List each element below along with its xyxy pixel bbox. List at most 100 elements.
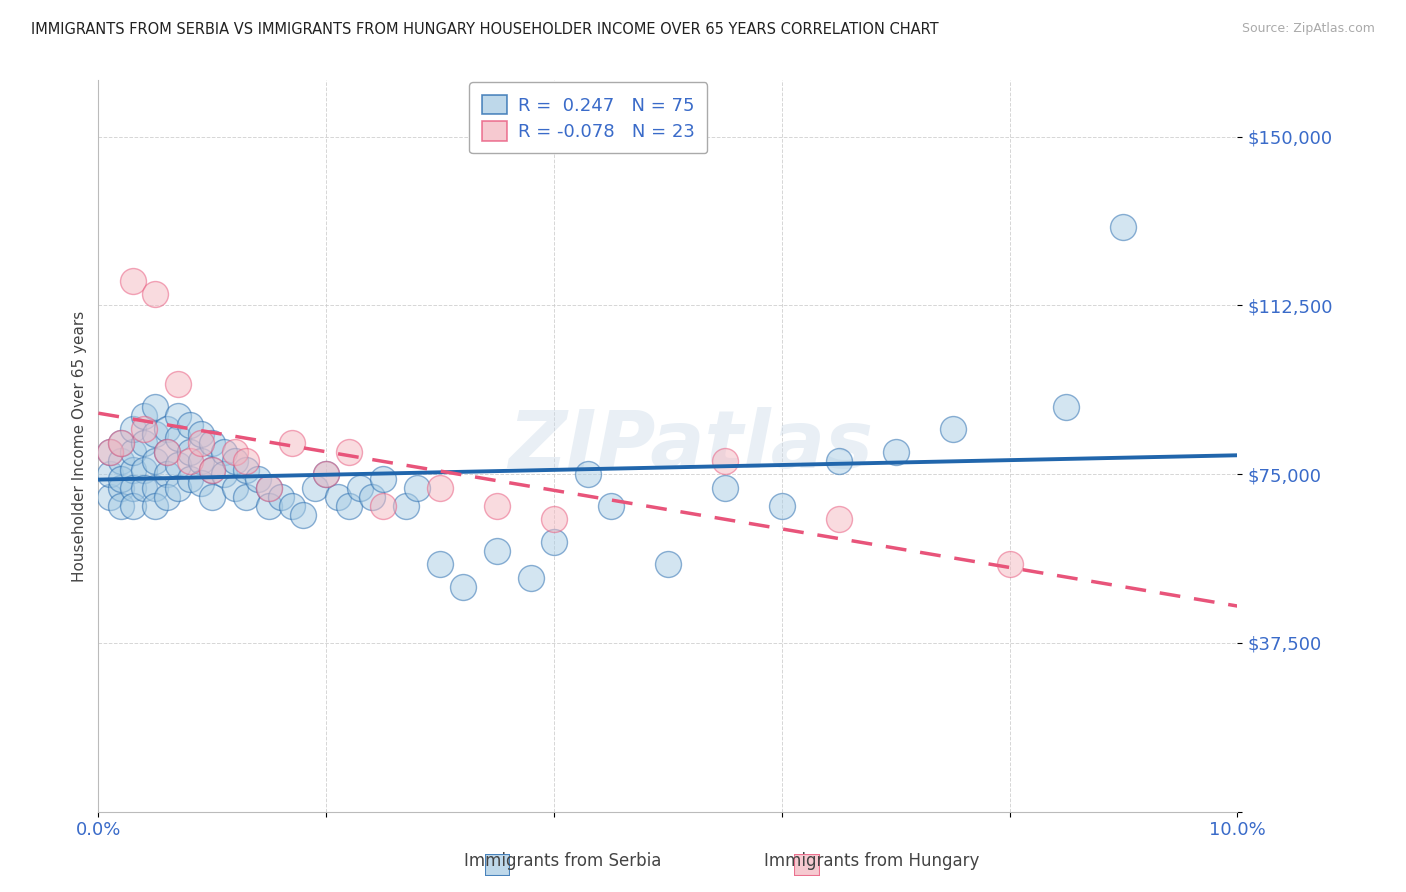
Point	[167, 481, 190, 495]
Point	[770, 499, 793, 513]
Point	[349, 481, 371, 495]
Point	[281, 435, 304, 450]
Point	[156, 490, 179, 504]
Point	[259, 481, 281, 495]
Point	[190, 453, 212, 467]
Point	[373, 499, 395, 513]
Point	[156, 444, 179, 458]
Point	[657, 557, 679, 571]
Point	[543, 512, 565, 526]
Point	[315, 467, 337, 482]
Point	[406, 481, 429, 495]
Point	[543, 534, 565, 549]
Point	[576, 467, 599, 482]
Text: Immigrants from Serbia: Immigrants from Serbia	[464, 852, 661, 870]
Point	[201, 435, 224, 450]
Point	[212, 444, 235, 458]
Point	[145, 426, 167, 441]
Point	[429, 557, 451, 571]
Point	[246, 472, 269, 486]
Point	[1112, 219, 1135, 234]
Point	[121, 462, 143, 476]
Point	[98, 467, 121, 482]
Text: Source: ZipAtlas.com: Source: ZipAtlas.com	[1241, 22, 1375, 36]
Point	[132, 481, 155, 495]
Point	[270, 490, 292, 504]
Point	[190, 476, 212, 491]
Point	[326, 490, 349, 504]
Point	[998, 557, 1021, 571]
Point	[145, 481, 167, 495]
Point	[121, 444, 143, 458]
Point	[714, 481, 737, 495]
Point	[98, 444, 121, 458]
Point	[179, 417, 201, 432]
Point	[828, 512, 851, 526]
Point	[714, 453, 737, 467]
Point	[190, 426, 212, 441]
Point	[121, 499, 143, 513]
Point	[110, 499, 132, 513]
Point	[235, 462, 257, 476]
Point	[145, 499, 167, 513]
Text: Immigrants from Hungary: Immigrants from Hungary	[763, 852, 980, 870]
Point	[98, 444, 121, 458]
Point	[884, 444, 907, 458]
Point	[132, 462, 155, 476]
Point	[486, 543, 509, 558]
Point	[179, 453, 201, 467]
Point	[337, 499, 360, 513]
Text: IMMIGRANTS FROM SERBIA VS IMMIGRANTS FROM HUNGARY HOUSEHOLDER INCOME OVER 65 YEA: IMMIGRANTS FROM SERBIA VS IMMIGRANTS FRO…	[31, 22, 939, 37]
Point	[179, 472, 201, 486]
Point	[212, 467, 235, 482]
Y-axis label: Householder Income Over 65 years: Householder Income Over 65 years	[72, 310, 87, 582]
Point	[145, 287, 167, 301]
Point	[281, 499, 304, 513]
Point	[167, 431, 190, 445]
Point	[121, 422, 143, 436]
Point	[235, 490, 257, 504]
Point	[110, 435, 132, 450]
Point	[201, 462, 224, 476]
Point	[201, 490, 224, 504]
Text: ZIPatlas: ZIPatlas	[508, 407, 873, 485]
Point	[132, 422, 155, 436]
Point	[98, 490, 121, 504]
Point	[121, 274, 143, 288]
Point	[315, 467, 337, 482]
Point	[224, 453, 246, 467]
Point	[360, 490, 382, 504]
Point	[1056, 400, 1078, 414]
Point	[110, 453, 132, 467]
Legend: R =  0.247   N = 75, R = -0.078   N = 23: R = 0.247 N = 75, R = -0.078 N = 23	[470, 82, 707, 153]
Point	[259, 481, 281, 495]
Point	[429, 481, 451, 495]
Point	[395, 499, 418, 513]
Point	[235, 453, 257, 467]
Point	[145, 400, 167, 414]
Point	[156, 467, 179, 482]
Point	[828, 453, 851, 467]
Point	[337, 444, 360, 458]
Point	[121, 481, 143, 495]
Point	[145, 453, 167, 467]
Point	[167, 458, 190, 472]
Point	[600, 499, 623, 513]
Point	[259, 499, 281, 513]
Point	[451, 580, 474, 594]
Point	[167, 377, 190, 392]
Point	[304, 481, 326, 495]
Point	[292, 508, 315, 522]
Point	[110, 435, 132, 450]
Point	[520, 571, 543, 585]
Point	[190, 435, 212, 450]
Point	[110, 472, 132, 486]
Point	[179, 444, 201, 458]
Point	[132, 409, 155, 423]
Point	[373, 472, 395, 486]
Point	[224, 444, 246, 458]
Point	[132, 435, 155, 450]
Point	[156, 422, 179, 436]
Point	[110, 481, 132, 495]
Point	[156, 444, 179, 458]
